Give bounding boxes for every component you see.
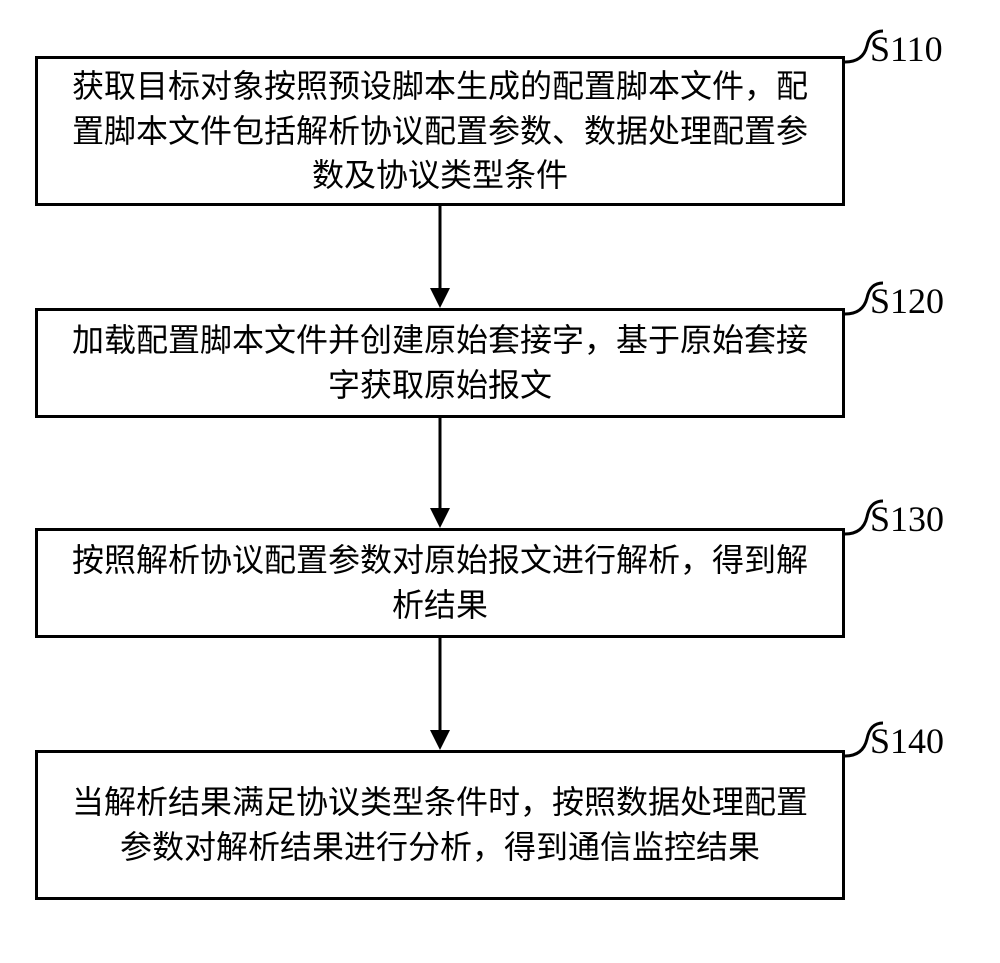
step-box-s130: 按照解析协议配置参数对原始报文进行解析，得到解析结果 <box>35 528 845 638</box>
step-label-s110: S110 <box>870 28 943 70</box>
arrow-s110-s120 <box>420 206 460 308</box>
step-text-s110: 获取目标对象按照预设脚本生成的配置脚本文件，配置脚本文件包括解析协议配置参数、数… <box>58 64 822 198</box>
step-box-s110: 获取目标对象按照预设脚本生成的配置脚本文件，配置脚本文件包括解析协议配置参数、数… <box>35 56 845 206</box>
flowchart-canvas: 获取目标对象按照预设脚本生成的配置脚本文件，配置脚本文件包括解析协议配置参数、数… <box>0 0 1000 963</box>
step-text-s140: 当解析结果满足协议类型条件时，按照数据处理配置参数对解析结果进行分析，得到通信监… <box>58 780 822 870</box>
arrow-s130-s140 <box>420 638 460 750</box>
step-label-s120: S120 <box>870 280 944 322</box>
step-box-s140: 当解析结果满足协议类型条件时，按照数据处理配置参数对解析结果进行分析，得到通信监… <box>35 750 845 900</box>
step-label-s140: S140 <box>870 720 944 762</box>
step-box-s120: 加载配置脚本文件并创建原始套接字，基于原始套接字获取原始报文 <box>35 308 845 418</box>
arrow-s120-s130 <box>420 418 460 528</box>
step-label-s130: S130 <box>870 498 944 540</box>
step-text-s130: 按照解析协议配置参数对原始报文进行解析，得到解析结果 <box>58 538 822 628</box>
step-text-s120: 加载配置脚本文件并创建原始套接字，基于原始套接字获取原始报文 <box>58 318 822 408</box>
